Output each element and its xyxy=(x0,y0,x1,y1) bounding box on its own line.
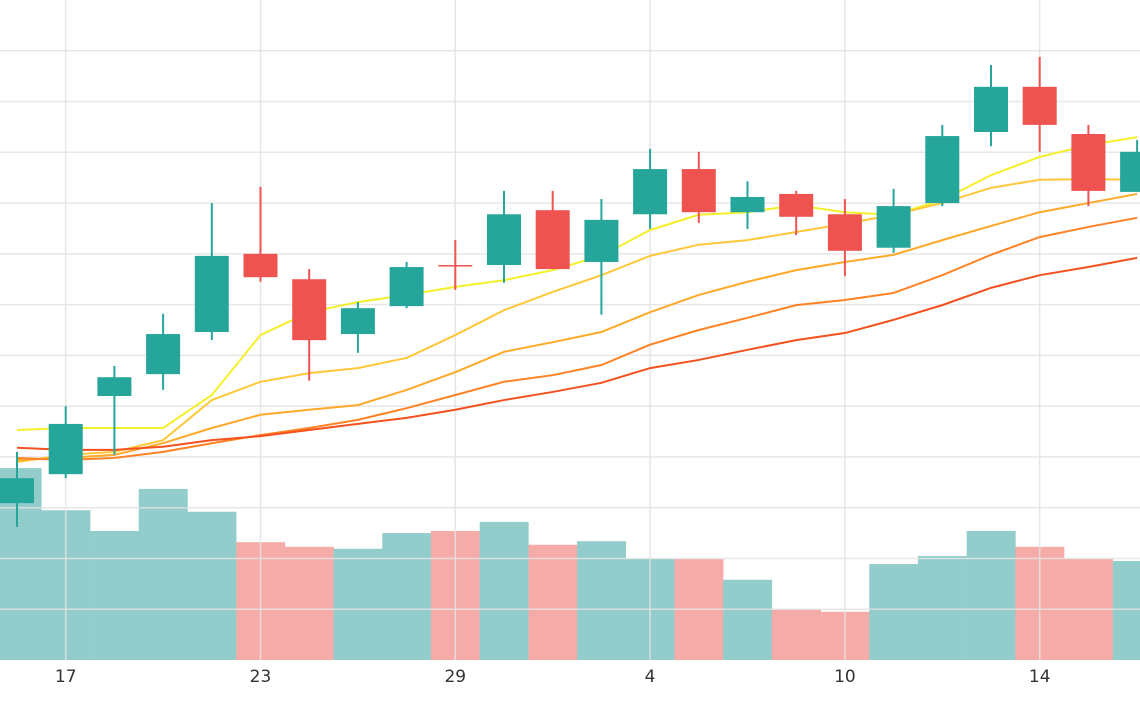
moving-average xyxy=(16,256,1138,451)
candle-body xyxy=(146,334,181,375)
candle-body xyxy=(194,255,229,333)
volume-bar xyxy=(90,531,140,660)
moving-average xyxy=(16,192,1138,461)
candle-body xyxy=(487,214,521,266)
volume-bar xyxy=(966,531,1016,660)
volume-bar xyxy=(1112,561,1140,660)
x-tick-label: 10 xyxy=(834,667,856,687)
candle-body xyxy=(1120,151,1140,192)
candle-body xyxy=(0,478,34,504)
candle-body xyxy=(48,423,83,475)
candle-body xyxy=(925,136,960,204)
candle-body xyxy=(633,169,668,215)
candle-body xyxy=(681,169,716,213)
x-tick-label: 4 xyxy=(645,667,656,687)
x-tick-label: 29 xyxy=(444,667,466,687)
x-tick-label: 17 xyxy=(55,667,77,687)
candle-body xyxy=(827,214,862,251)
x-tick-label: 23 xyxy=(250,667,272,687)
candle-body xyxy=(1022,86,1057,125)
candle-body xyxy=(1071,134,1106,191)
volume-bar xyxy=(479,521,529,660)
candle-body xyxy=(243,253,278,278)
volume-bar xyxy=(771,609,821,660)
candle-body xyxy=(340,308,375,335)
x-tick-label: 14 xyxy=(1029,667,1051,687)
candle-body xyxy=(584,219,619,262)
volume-bar xyxy=(723,579,773,660)
volume-bar xyxy=(284,546,334,660)
volume-bar xyxy=(333,548,383,660)
volume-bar xyxy=(528,544,578,660)
candle-body xyxy=(292,279,327,341)
moving-average xyxy=(16,216,1138,461)
volume-bar xyxy=(138,488,188,660)
candle-body xyxy=(438,265,473,267)
volume-bar xyxy=(382,533,432,660)
moving-average xyxy=(16,178,1138,463)
candle-body xyxy=(389,267,424,307)
candle-body xyxy=(730,196,765,213)
candle-body xyxy=(876,206,911,248)
candle-body xyxy=(97,377,132,396)
candle-body xyxy=(974,86,1008,132)
volume-bar xyxy=(187,511,237,660)
volume-bar xyxy=(577,541,627,660)
candle-body xyxy=(779,193,814,217)
volume-bar xyxy=(917,555,967,660)
candle-body xyxy=(535,210,570,270)
volume-bar xyxy=(869,564,919,660)
